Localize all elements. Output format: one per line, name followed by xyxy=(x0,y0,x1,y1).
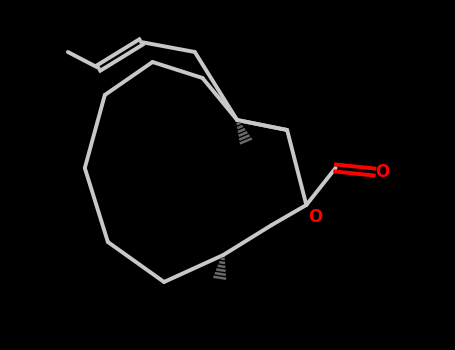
Text: O: O xyxy=(308,208,322,226)
Text: O: O xyxy=(375,163,389,181)
